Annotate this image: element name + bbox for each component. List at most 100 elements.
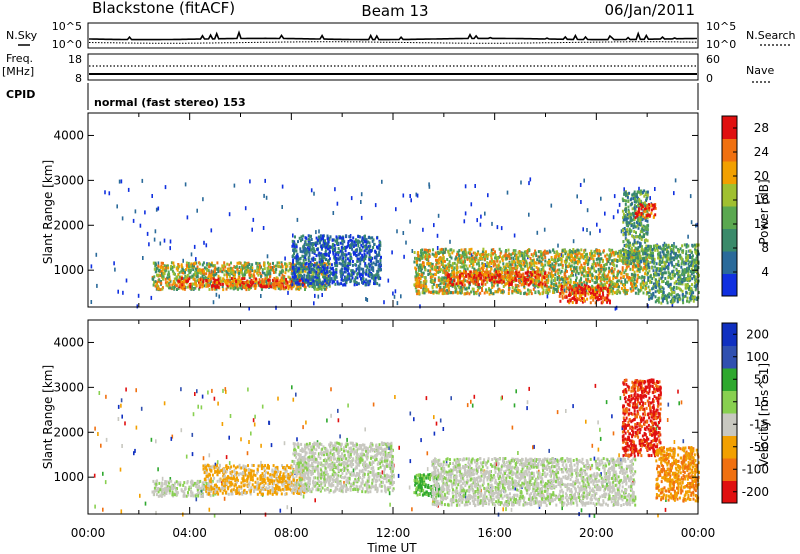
noise-cell [195,257,197,262]
echo-cell [362,259,365,263]
echo-cell [645,231,648,235]
echo-cell [295,254,298,258]
echo-cell [615,264,618,268]
echo-cell [354,240,357,244]
echo-cell [161,268,164,272]
echo-cell [162,277,165,281]
echo-cell [358,240,361,244]
echo-cell [324,251,327,255]
echo-cell [606,257,609,261]
noise-cell [218,294,220,299]
echo-cell [515,278,518,282]
echo-cell [585,291,588,295]
noise-cell [252,217,255,222]
sky-noise-trace [89,30,697,41]
echo-cell [334,261,336,265]
echo-cell [297,269,300,273]
echo-cell [453,275,456,279]
echo-cell [472,289,475,293]
echo-cell [511,263,514,266]
echo-cell [463,285,466,289]
echo-cell [525,292,528,296]
echo-cell [372,277,375,281]
echo-cell [550,256,553,259]
echo-cell [633,263,636,267]
echo-cell [496,290,499,294]
echo-cell [486,290,489,294]
echo-cell [173,265,176,269]
noise-cell [433,223,435,228]
echo-cell [626,275,629,279]
echo-cell [616,290,619,294]
noise-cell [396,301,399,306]
noise-cell [673,242,675,246]
echo-cell [283,287,285,291]
echo-cell [228,274,231,278]
echo-cell [298,275,301,279]
echo-cell [569,264,572,268]
echo-cell [515,269,518,272]
echo-cell [603,277,606,281]
echo-cell [162,271,165,275]
echo-cell [290,262,293,266]
echo-cell [632,288,635,292]
noise-cell [582,227,584,232]
echo-cell [359,256,362,260]
echo-cell [287,269,290,273]
echo-cell [506,254,509,258]
echo-cell [468,252,471,256]
echo-cell [368,281,371,285]
echo-cell [263,283,265,287]
echo-cell [288,280,291,284]
echo-cell [564,271,567,275]
echo-cell [317,282,320,286]
echo-cell [152,283,155,287]
echo-cell [612,270,615,274]
echo-cell [368,256,371,260]
echo-cell [448,268,450,272]
echo-cell [307,275,310,279]
echo-cell [607,260,610,263]
freq-right-tick-bottom: 0 [706,72,713,85]
echo-cell [491,272,494,276]
echo-cell [296,283,299,286]
echo-cell [606,277,609,281]
echo-cell [415,275,418,279]
echo-cell [476,288,479,292]
echo-cell [296,255,299,259]
echo-cell [306,267,309,271]
echo-cell [272,268,275,272]
echo-cell [499,289,502,293]
echo-cell [166,276,169,280]
echo-cell [236,267,239,271]
echo-cell [274,270,277,274]
noise-cell [572,239,575,244]
echo-cell [166,273,169,277]
echo-cell [331,271,334,275]
echo-cell [199,268,202,272]
echo-cell [642,252,645,256]
echo-cell [445,264,447,268]
echo-cell [618,250,621,254]
echo-cell [222,268,225,271]
echo-cell [293,276,296,280]
echo-cell [223,269,226,273]
echo-cell [215,272,218,275]
echo-cell [448,260,451,264]
echo-cell [547,274,550,278]
echo-cell [379,259,382,263]
noise-cell [487,193,489,198]
echo-cell [630,278,633,282]
echo-cell [368,247,371,251]
echo-cell [547,271,550,275]
echo-cell [623,289,626,292]
echo-cell [439,257,441,261]
echo-cell [427,254,430,258]
echo-cell [529,277,532,281]
echo-cell [546,251,549,255]
echo-cell [609,249,612,252]
echo-cell [434,273,437,276]
echo-cell [216,281,219,285]
echo-cell [603,283,605,287]
noise-cell [134,209,137,214]
